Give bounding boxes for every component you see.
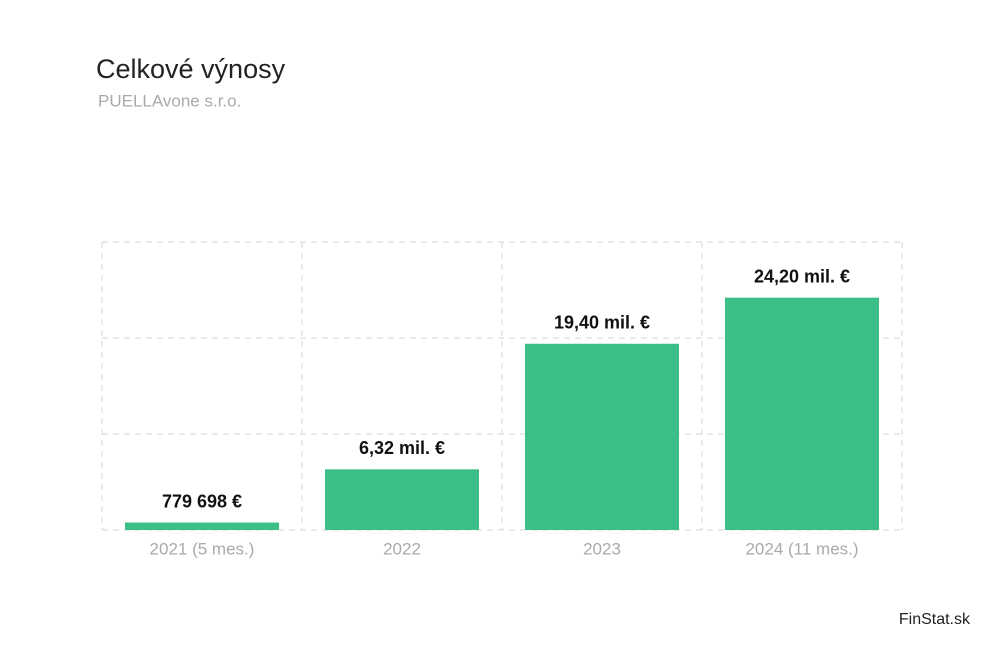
- x-tick-label: 2021 (5 mes.): [150, 539, 255, 558]
- bar: [725, 297, 879, 530]
- bar: [325, 469, 479, 530]
- data-label: 19,40 mil. €: [554, 313, 650, 333]
- source: FinStat.sk: [899, 611, 971, 628]
- bar: [525, 343, 679, 530]
- bar: [125, 522, 279, 530]
- x-tick-label: 2023: [583, 539, 621, 558]
- x-tick-label: 2022: [383, 539, 421, 558]
- data-label: 24,20 mil. €: [754, 266, 850, 286]
- chart-subtitle: PUELLAvone s.r.o.: [98, 91, 241, 110]
- chart-title: Celkové výnosy: [96, 54, 286, 84]
- x-tick-label: 2024 (11 mes.): [745, 539, 858, 558]
- data-label: 6,32 mil. €: [359, 438, 445, 458]
- data-label: 779 698 €: [162, 491, 242, 511]
